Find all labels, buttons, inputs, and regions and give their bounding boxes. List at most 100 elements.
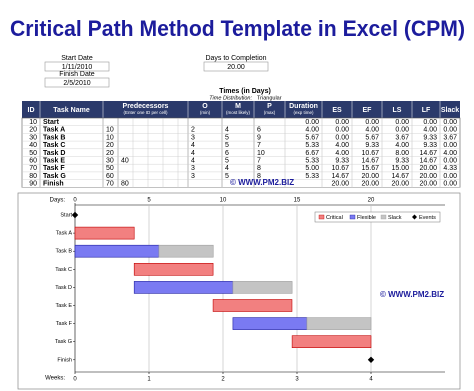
cell: 6 [257,127,261,134]
column-subheader: (exp time) [293,110,314,115]
cell: 4.00 [305,127,319,134]
bar [158,244,214,258]
cell: 14.67 [331,173,349,180]
output-box [203,61,269,72]
event-marker [71,211,79,219]
cell: 50 [29,150,37,157]
label: Finish Date [59,71,95,78]
bar [74,244,160,258]
task-table: ID Task Name Predecessors(Enter one ID per… [21,101,461,188]
value: 20.00 [227,64,245,71]
legend-label: Events [419,215,436,221]
bar [74,226,135,240]
cell: 10 [106,134,114,141]
label: Days to Completion [205,55,266,62]
legend-label: Slack [388,215,402,221]
label: Time Distribution: [209,95,252,101]
cell: 14.67 [419,150,437,157]
x-tick-label: 0 [73,198,77,204]
cell: 4.33 [443,165,457,172]
column-header: Predecessors [123,103,169,110]
y-tick-label: Task G [55,339,72,345]
cell: 20 [106,150,114,157]
cell: 20.00 [361,173,379,180]
watermark: © WWW.PM2.BIZ [230,178,294,187]
y-tick-label: Task B [55,249,72,255]
cell: 9 [257,134,261,141]
cell: 0.00 [395,127,409,134]
cell: 90 [29,181,37,188]
cell: Task F [43,165,65,172]
legend [314,211,441,223]
cell: 0.00 [443,173,457,180]
cell: 6.67 [305,150,319,157]
cell: 9.33 [335,157,349,164]
input-box[interactable] [44,61,110,72]
cell: 14.67 [361,157,379,164]
x-tick-label: 5 [147,198,151,204]
cell: 0.00 [443,142,457,149]
axis-label: Days: [50,198,66,204]
cell: 7 [257,142,261,149]
caption: Times (in Days) [219,88,271,95]
cell: 60 [29,157,37,164]
cell: 20.00 [419,173,437,180]
column-header: P [267,103,272,110]
bar [133,281,234,294]
cell: 5 [225,142,229,149]
x2-tick-label: 1 [147,377,151,383]
cell: Task B [43,134,65,141]
cell: 4.00 [395,142,409,149]
cell: 70 [106,181,114,188]
cell: 20 [29,127,37,134]
output-box [44,77,110,88]
cell: 20 [106,142,114,149]
cell: 6 [225,150,229,157]
column-header: Duration [289,103,318,110]
cell: 3.67 [443,134,457,141]
cell: 14.67 [419,157,437,164]
x2-tick-label: 0 [73,377,77,383]
cell: 15.67 [361,165,379,172]
cell: 5.67 [365,134,379,141]
y-tick-label: Task E [55,303,72,309]
table-header [22,101,460,118]
cell: 4.00 [335,150,349,157]
cell: 5.67 [305,134,319,141]
cell: 40 [121,157,129,164]
cell: 0.00 [335,119,349,126]
cell: 4 [191,150,195,157]
column-header: LS [393,107,402,114]
column-header: LF [422,107,431,114]
cell: 20.00 [419,181,437,188]
cell: 5.33 [305,142,319,149]
cell: 14.67 [391,173,409,180]
x2-tick-label: 4 [369,377,373,383]
label: Start Date [61,55,93,62]
cell: 3.67 [395,134,409,141]
cell: 9.33 [395,157,409,164]
cell: 4 [225,127,229,134]
y-tick-label: Finish [57,357,72,363]
cell: 8.00 [395,150,409,157]
column-subheader: (min) [200,110,211,115]
value: Triangular [257,95,282,101]
cell: Task D [43,150,65,157]
cell: 50 [106,165,114,172]
event-marker [367,356,375,363]
cell: 0.00 [443,119,457,126]
column-header: M [235,103,241,110]
bar [133,262,214,276]
cell: 5 [225,157,229,164]
x2-tick-label: 3 [295,377,299,383]
cell: 9.33 [423,134,437,141]
column-header: Slack [441,107,459,114]
cell: 0.00 [443,127,457,134]
column-header: ID [28,107,35,114]
cell: 5 [225,173,229,180]
cell: 4 [191,157,195,164]
cell: 10.67 [361,150,379,157]
column-header: ES [332,107,342,114]
column-header: Task Name [53,107,90,114]
cell: 4.00 [335,142,349,149]
